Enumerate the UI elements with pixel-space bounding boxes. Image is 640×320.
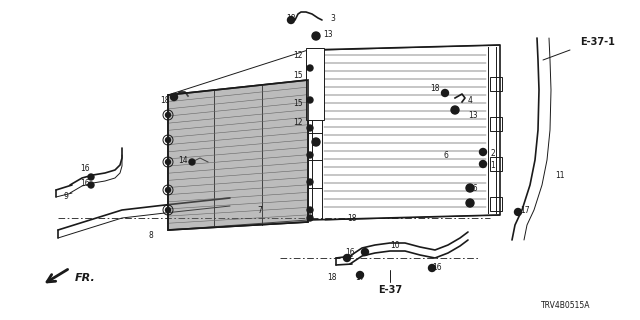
Bar bbox=[490, 77, 502, 91]
Circle shape bbox=[166, 188, 170, 193]
Bar bbox=[490, 197, 502, 211]
Text: 9: 9 bbox=[63, 191, 68, 201]
Text: 12: 12 bbox=[294, 51, 303, 60]
Text: 2: 2 bbox=[490, 148, 495, 157]
Circle shape bbox=[451, 106, 459, 114]
Circle shape bbox=[442, 90, 449, 97]
Circle shape bbox=[356, 271, 364, 278]
Text: 10: 10 bbox=[390, 241, 399, 250]
Text: 18: 18 bbox=[287, 13, 296, 22]
Circle shape bbox=[166, 138, 170, 142]
Text: E-37-1: E-37-1 bbox=[580, 37, 615, 47]
Polygon shape bbox=[168, 80, 308, 230]
Circle shape bbox=[307, 207, 313, 213]
Circle shape bbox=[479, 161, 486, 167]
Text: 5: 5 bbox=[311, 139, 316, 148]
Text: TRV4B0515A: TRV4B0515A bbox=[541, 300, 590, 309]
Circle shape bbox=[166, 159, 170, 164]
Text: 13: 13 bbox=[323, 29, 333, 38]
Text: E-37: E-37 bbox=[378, 285, 402, 295]
Text: 16: 16 bbox=[432, 263, 442, 273]
Circle shape bbox=[189, 159, 195, 165]
Text: 4: 4 bbox=[468, 95, 473, 105]
Text: 13: 13 bbox=[468, 110, 477, 119]
Circle shape bbox=[166, 113, 170, 117]
Circle shape bbox=[307, 179, 313, 185]
Circle shape bbox=[88, 174, 94, 180]
Circle shape bbox=[307, 152, 313, 158]
Circle shape bbox=[166, 207, 170, 212]
Circle shape bbox=[466, 199, 474, 207]
Text: 15: 15 bbox=[293, 99, 303, 108]
Bar bbox=[490, 117, 502, 131]
Text: 17: 17 bbox=[520, 205, 530, 214]
Circle shape bbox=[287, 17, 294, 23]
Circle shape bbox=[429, 265, 435, 271]
Circle shape bbox=[479, 148, 486, 156]
Text: FR.: FR. bbox=[75, 273, 96, 283]
Circle shape bbox=[307, 125, 313, 131]
Circle shape bbox=[362, 249, 369, 255]
Circle shape bbox=[312, 32, 320, 40]
Text: 18: 18 bbox=[347, 213, 356, 222]
Text: 16: 16 bbox=[468, 183, 477, 193]
Text: 12: 12 bbox=[294, 117, 303, 126]
Polygon shape bbox=[168, 80, 308, 230]
Text: 5: 5 bbox=[468, 199, 473, 209]
Circle shape bbox=[466, 184, 474, 192]
Circle shape bbox=[312, 138, 320, 146]
Text: 14: 14 bbox=[179, 156, 188, 164]
Text: 11: 11 bbox=[555, 171, 564, 180]
Text: 16: 16 bbox=[81, 164, 90, 172]
Text: 16: 16 bbox=[346, 247, 355, 257]
Circle shape bbox=[307, 65, 313, 71]
Circle shape bbox=[307, 215, 313, 221]
Text: 8: 8 bbox=[148, 230, 153, 239]
Circle shape bbox=[515, 209, 522, 215]
Text: 18: 18 bbox=[161, 95, 170, 105]
Text: 18: 18 bbox=[431, 84, 440, 92]
Text: 16: 16 bbox=[81, 179, 90, 188]
Circle shape bbox=[307, 97, 313, 103]
Circle shape bbox=[88, 182, 94, 188]
Circle shape bbox=[344, 254, 351, 261]
Text: 6: 6 bbox=[443, 150, 448, 159]
Text: 15: 15 bbox=[293, 70, 303, 79]
Bar bbox=[490, 157, 502, 171]
Text: 18: 18 bbox=[328, 274, 337, 283]
Text: 7: 7 bbox=[257, 205, 262, 214]
Text: 1: 1 bbox=[490, 161, 495, 170]
Text: 17: 17 bbox=[355, 274, 365, 283]
Text: 3: 3 bbox=[330, 13, 335, 22]
Bar bbox=[306, 48, 324, 120]
Circle shape bbox=[170, 93, 177, 100]
